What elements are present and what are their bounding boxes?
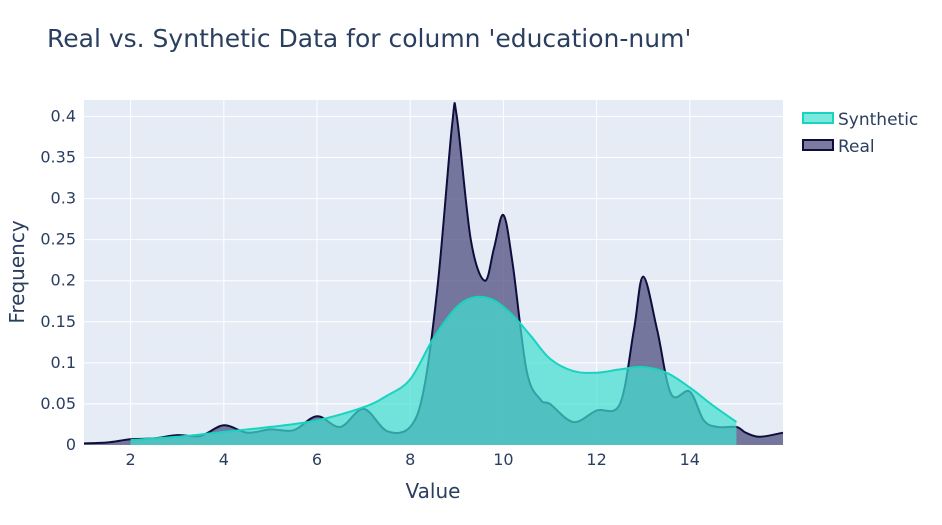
y-tick-label: 0 [66, 435, 76, 454]
tick-labels: 2 4 6 8 10 12 14 0 0.05 0.1 0.15 0.2 0.25 0.3 0.35 0.4 [40, 106, 700, 469]
x-axis-title: Value [406, 479, 461, 503]
legend-label: Synthetic [838, 110, 918, 130]
y-axis-title: Frequency [5, 220, 29, 323]
legend-swatch [802, 139, 834, 151]
chart-title: Real vs. Synthetic Data for column 'educ… [47, 24, 692, 53]
legend-label: Real [838, 137, 875, 157]
series-areas [83, 102, 784, 446]
x-tick-label: 14 [680, 450, 700, 469]
x-tick-label: 2 [126, 450, 136, 469]
y-tick-label: 0.3 [51, 189, 76, 208]
series-line-synthetic [130, 295, 737, 442]
x-tick-label: 4 [219, 450, 229, 469]
legend-item-synthetic[interactable]: Synthetic [802, 110, 918, 130]
y-tick-label: 0.35 [40, 148, 76, 167]
x-tick-label: 8 [405, 450, 415, 469]
series-area-synthetic [130, 296, 737, 445]
y-tick-label: 0.05 [40, 394, 76, 413]
x-tick-label: 12 [586, 450, 606, 469]
legend[interactable]: Synthetic Real [802, 110, 918, 157]
legend-swatch [802, 112, 834, 124]
y-tick-label: 0.2 [51, 271, 76, 290]
y-tick-label: 0.25 [40, 230, 76, 249]
y-tick-label: 0.1 [51, 353, 76, 372]
x-tick-label: 6 [312, 450, 322, 469]
y-tick-label: 0.15 [40, 312, 76, 331]
y-tick-label: 0.4 [51, 106, 76, 125]
x-tick-label: 10 [493, 450, 513, 469]
legend-item-real[interactable]: Real [802, 137, 875, 157]
